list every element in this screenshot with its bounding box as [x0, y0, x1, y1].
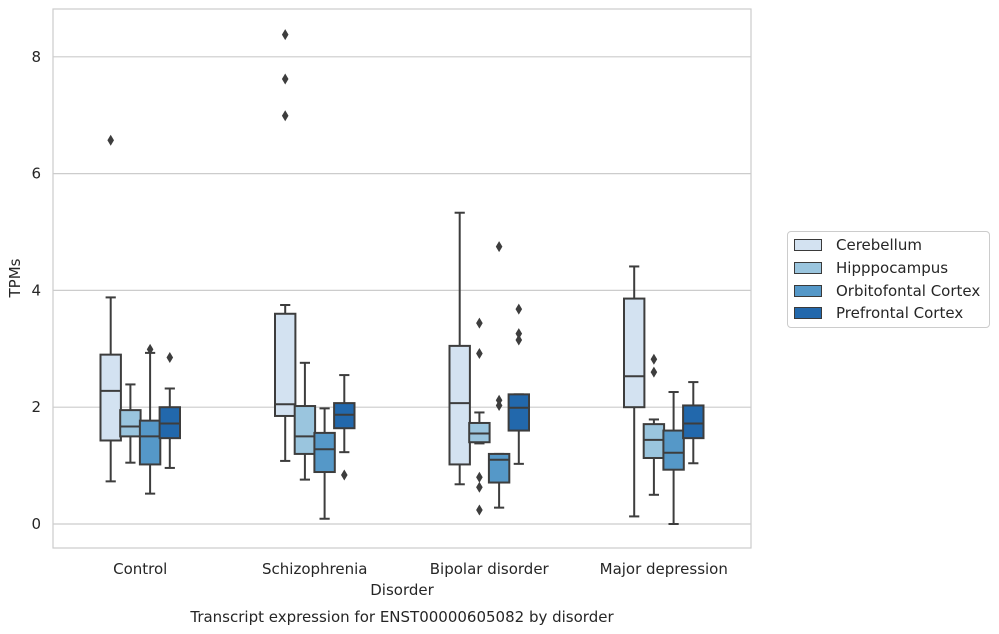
y-tick-label-6: 6: [31, 165, 41, 183]
iqr-box-prefrontal-cortex-bipolar-disorder: [507, 393, 531, 432]
outlier-point-hipppocampus-bipolar-disorder-3: [476, 347, 483, 359]
legend-swatch-prefrontal-cortex: [794, 307, 822, 319]
x-tick-label-bipolar-disorder: Bipolar disorder: [430, 560, 550, 578]
outlier-point-prefrontal-cortex-schizophrenia-0: [341, 469, 348, 481]
box-prefrontal-cortex-major-depression: [682, 381, 705, 465]
outlier-point-prefrontal-cortex-bipolar-disorder-1: [515, 328, 523, 340]
legend-item-prefrontal-cortex: Prefrontal Cortex: [794, 303, 963, 323]
outlier-point-cerebellum-control-0: [107, 134, 114, 146]
iqr-box-orbitofontal-cortex-bipolar-disorder: [487, 452, 511, 484]
legend-label-cerebellum: Cerebellum: [836, 236, 922, 254]
box-hipppocampus-schizophrenia: [293, 361, 317, 481]
box-cerebellum-major-depression: [623, 265, 646, 518]
legend-label-hipppocampus: Hipppocampus: [836, 259, 949, 277]
iqr-box-hipppocampus-major-depression: [642, 423, 666, 460]
legend-swatch-orbitofontal-cortex: [794, 285, 822, 297]
outlier-point-hipppocampus-major-depression-0: [650, 366, 658, 378]
outlier-point-hipppocampus-bipolar-disorder-2: [476, 471, 483, 483]
iqr-box-hipppocampus-schizophrenia: [293, 405, 317, 455]
box-prefrontal-cortex-bipolar-disorder: [507, 303, 531, 465]
outlier-point-cerebellum-schizophrenia-0: [281, 110, 289, 122]
box-prefrontal-cortex-control: [158, 352, 182, 469]
iqr-box-prefrontal-cortex-major-depression: [682, 404, 705, 440]
legend-label-prefrontal-cortex: Prefrontal Cortex: [836, 304, 964, 322]
y-tick-label-4: 4: [31, 281, 41, 299]
outlier-point-prefrontal-cortex-control-0: [166, 352, 174, 364]
box-orbitofontal-cortex-major-depression: [662, 391, 685, 525]
legend: Cerebellum Hipppocampus Orbitofontal Cor…: [787, 231, 990, 328]
legend-label-orbitofontal-cortex: Orbitofontal Cortex: [836, 282, 981, 300]
legend-swatch-cerebellum: [794, 239, 822, 251]
plot-area: [52, 8, 752, 549]
iqr-box-cerebellum-schizophrenia: [274, 312, 297, 417]
y-tick-label-2: 2: [31, 398, 41, 416]
outlier-point-prefrontal-cortex-bipolar-disorder-2: [515, 303, 523, 315]
outlier-point-hipppocampus-major-depression-1: [650, 353, 658, 365]
outlier-point-orbitofontal-cortex-control-0: [146, 343, 154, 355]
iqr-box-orbitofontal-cortex-major-depression: [662, 429, 685, 471]
y-tick-label-0: 0: [31, 515, 41, 533]
iqr-box-cerebellum-bipolar-disorder: [448, 344, 471, 466]
box-hipppocampus-bipolar-disorder: [468, 317, 491, 516]
box-prefrontal-cortex-schizophrenia: [333, 374, 356, 481]
x-axis-label: Disorder: [370, 581, 434, 599]
iqr-box-orbitofontal-cortex-control: [138, 419, 162, 466]
y-axis-label: TPMs: [6, 258, 24, 298]
x-tick-label-major-depression: Major depression: [600, 560, 728, 578]
outlier-point-hipppocampus-bipolar-disorder-4: [476, 317, 483, 329]
box-cerebellum-bipolar-disorder: [448, 211, 471, 486]
outlier-point-cerebellum-schizophrenia-1: [281, 73, 289, 85]
iqr-box-hipppocampus-control: [119, 409, 142, 438]
x-axis-ticks: Control Schizophrenia Bipolar disorder Majo…: [113, 560, 728, 578]
outlier-point-hipppocampus-bipolar-disorder-0: [476, 504, 483, 516]
legend-item-hipppocampus: Hipppocampus: [794, 258, 948, 278]
x-tick-label-control: Control: [113, 560, 167, 578]
boxes: [99, 29, 705, 525]
outlier-point-hipppocampus-bipolar-disorder-1: [476, 481, 483, 493]
outlier-point-orbitofontal-cortex-bipolar-disorder-2: [495, 241, 503, 253]
y-axis-ticks: 0 2 4 6 8: [31, 48, 41, 533]
iqr-box-orbitofontal-cortex-schizophrenia: [313, 431, 336, 474]
box-orbitofontal-cortex-bipolar-disorder: [487, 241, 511, 509]
x-tick-label-schizophrenia: Schizophrenia: [262, 560, 367, 578]
box-hipppocampus-control: [119, 383, 142, 464]
iqr-box-cerebellum-major-depression: [623, 297, 646, 409]
iqr-box-cerebellum-control: [99, 353, 122, 442]
legend-swatch-hipppocampus: [794, 262, 822, 274]
outlier-point-prefrontal-cortex-bipolar-disorder-0: [515, 334, 523, 346]
box-hipppocampus-major-depression: [642, 353, 666, 496]
legend-item-cerebellum: Cerebellum: [794, 235, 922, 255]
chart-title: Transcript expression for ENST0000060508…: [189, 608, 614, 626]
y-tick-label-8: 8: [31, 48, 41, 66]
box-orbitofontal-cortex-control: [138, 343, 162, 495]
box-orbitofontal-cortex-schizophrenia: [313, 407, 336, 520]
box-cerebellum-control: [99, 134, 122, 483]
box-cerebellum-schizophrenia: [274, 29, 297, 462]
outlier-point-cerebellum-schizophrenia-2: [281, 29, 289, 41]
outlier-point-orbitofontal-cortex-bipolar-disorder-1: [495, 394, 503, 406]
legend-item-orbitofontal-cortex: Orbitofontal Cortex: [794, 281, 980, 301]
